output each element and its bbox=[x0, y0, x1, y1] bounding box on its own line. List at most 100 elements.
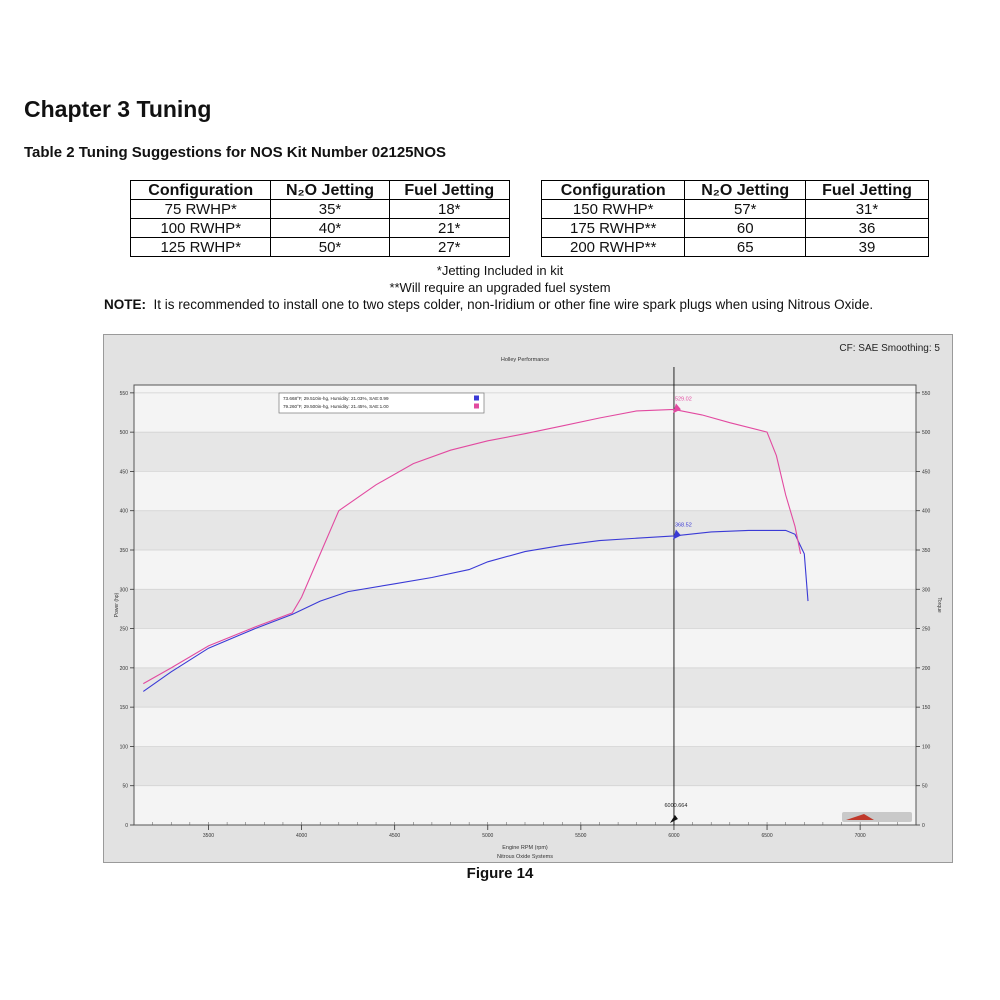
series-marker-label-1: 368.52 bbox=[675, 522, 692, 528]
dyno-chart-svg: 0 0 50 50 100 100 150 150 200 200 250 250 300 300 350 3… bbox=[114, 343, 942, 860]
table-header-row: Configuration N₂O Jetting Fuel Jetting bbox=[540, 180, 930, 200]
cell-configuration: 175 RWHP** bbox=[540, 218, 686, 238]
x-tick-label: 7000 bbox=[855, 833, 866, 839]
cell-fuel-jetting: 27* bbox=[388, 237, 511, 257]
cell-n2o-jetting: 60 bbox=[684, 218, 806, 238]
logo-badge bbox=[842, 812, 912, 822]
y-tick-label: 0 bbox=[125, 823, 128, 829]
legend-swatch-2 bbox=[474, 403, 479, 409]
cell-fuel-jetting: 36 bbox=[804, 218, 930, 238]
y-tick-label-right: 500 bbox=[922, 430, 931, 436]
note-text: It is recommended to install one to two … bbox=[153, 297, 874, 312]
cell-n2o-jetting: 35* bbox=[270, 199, 390, 219]
y-tick-label: 350 bbox=[120, 548, 129, 554]
y-tick-label-right: 400 bbox=[922, 509, 931, 515]
dyno-chart: 0 0 50 50 100 100 150 150 200 200 250 250 300 300 350 3… bbox=[103, 334, 953, 863]
series-marker-label-2: 529.02 bbox=[675, 396, 692, 402]
y-tick-label-right: 450 bbox=[922, 469, 931, 475]
series-marker-2 bbox=[672, 403, 681, 414]
grid-band bbox=[134, 432, 916, 472]
header-configuration: Configuration bbox=[129, 180, 272, 200]
x-tick-label: 5000 bbox=[482, 833, 493, 839]
y-tick-label-right: 50 bbox=[922, 784, 928, 790]
y-tick-label: 150 bbox=[120, 705, 129, 711]
table-row: 150 RWHP* 57* 31* bbox=[540, 199, 930, 219]
grid-band bbox=[134, 746, 916, 786]
chart-corner-text: CF: SAE Smoothing: 5 bbox=[839, 343, 940, 354]
legend-swatch-1 bbox=[474, 395, 479, 401]
y-axis-label: Power (hp) bbox=[114, 592, 120, 617]
y-tick-label: 300 bbox=[120, 587, 129, 593]
y-tick-label-right: 100 bbox=[922, 744, 931, 750]
footnote-fuel-system: **Will require an upgraded fuel system bbox=[389, 280, 611, 295]
x-tick-label: 4000 bbox=[296, 833, 307, 839]
cell-configuration: 125 RWHP* bbox=[129, 237, 272, 257]
note-label: NOTE: bbox=[104, 297, 146, 312]
y-tick-label: 250 bbox=[120, 627, 129, 633]
y-tick-label: 500 bbox=[120, 430, 129, 436]
chart-title: Holley Performance bbox=[501, 357, 549, 363]
x-tick-label: 4500 bbox=[389, 833, 400, 839]
y-tick-label-right: 300 bbox=[922, 587, 931, 593]
chart-subtitle: Nitrous Oxide Systems bbox=[497, 854, 553, 860]
header-configuration: Configuration bbox=[540, 180, 686, 200]
x-tick-label: 5500 bbox=[575, 833, 586, 839]
series-line-1 bbox=[142, 529, 809, 692]
header-n2o-jetting: N₂O Jetting bbox=[684, 180, 806, 200]
figure-caption: Figure 14 bbox=[466, 865, 534, 882]
table-row: 200 RWHP** 65 39 bbox=[540, 237, 930, 257]
table-row: 125 RWHP* 50* 27* bbox=[129, 237, 511, 257]
x-tick-label: 3500 bbox=[203, 833, 214, 839]
x-tick-label: 6500 bbox=[761, 833, 772, 839]
y-tick-label-right: 350 bbox=[922, 548, 931, 554]
tuning-table-right: Configuration N₂O Jetting Fuel Jetting 1… bbox=[540, 180, 930, 257]
cell-fuel-jetting: 39 bbox=[804, 237, 930, 257]
y-tick-label-right: 150 bbox=[922, 705, 931, 711]
grid-band bbox=[134, 667, 916, 708]
cell-fuel-jetting: 18* bbox=[388, 199, 511, 219]
header-fuel-jetting: Fuel Jetting bbox=[804, 180, 930, 200]
logo-flame-icon bbox=[846, 814, 874, 820]
y-tick-label: 450 bbox=[120, 469, 129, 475]
note: NOTE: It is recommended to install one t… bbox=[104, 297, 873, 312]
series-marker-1 bbox=[672, 529, 681, 540]
cell-n2o-jetting: 50* bbox=[270, 237, 390, 257]
y-axis-label-right: Torque bbox=[936, 597, 942, 613]
cursor-label: 6000.664 bbox=[664, 803, 687, 809]
legend-entry-1: 73.668°F, 29.510in-hg, Humidity: 21.03%,… bbox=[283, 396, 389, 401]
header-n2o-jetting: N₂O Jetting bbox=[270, 180, 390, 200]
cell-fuel-jetting: 31* bbox=[804, 199, 930, 219]
x-axis-label: Engine RPM (rpm) bbox=[502, 845, 548, 851]
y-tick-label-right: 550 bbox=[922, 391, 931, 397]
y-tick-label: 100 bbox=[120, 744, 129, 750]
header-fuel-jetting: Fuel Jetting bbox=[388, 180, 511, 200]
table-row: 75 RWHP* 35* 18* bbox=[129, 199, 511, 219]
y-tick-label-right: 0 bbox=[922, 823, 925, 829]
cell-configuration: 100 RWHP* bbox=[129, 218, 272, 238]
footnote-jetting: *Jetting Included in kit bbox=[436, 263, 564, 278]
y-tick-label-right: 200 bbox=[922, 666, 931, 672]
cell-n2o-jetting: 65 bbox=[684, 237, 806, 257]
cursor-marker bbox=[669, 815, 678, 823]
cell-configuration: 200 RWHP** bbox=[540, 237, 686, 257]
legend-entry-2: 79.260°F, 29.500in-hg, Humidity: 21.45%,… bbox=[283, 404, 389, 409]
x-tick-label: 6000 bbox=[668, 833, 679, 839]
cell-configuration: 150 RWHP* bbox=[540, 199, 686, 219]
cell-configuration: 75 RWHP* bbox=[129, 199, 272, 219]
y-tick-label: 200 bbox=[120, 666, 129, 672]
legend-box bbox=[278, 392, 485, 414]
grid-band bbox=[134, 589, 916, 629]
cell-fuel-jetting: 21* bbox=[388, 218, 511, 238]
y-tick-label: 550 bbox=[120, 391, 129, 397]
table-row: 175 RWHP** 60 36 bbox=[540, 218, 930, 238]
table-title: Table 2 Tuning Suggestions for NOS Kit N… bbox=[24, 144, 447, 161]
series-line-2 bbox=[143, 408, 802, 685]
chapter-title: Chapter 3 Tuning bbox=[24, 96, 212, 122]
tuning-table-left: Configuration N₂O Jetting Fuel Jetting 7… bbox=[129, 180, 511, 257]
cell-n2o-jetting: 57* bbox=[684, 199, 806, 219]
y-tick-label: 400 bbox=[120, 509, 129, 515]
y-tick-label-right: 250 bbox=[922, 627, 931, 633]
y-tick-label: 50 bbox=[122, 784, 128, 790]
cell-n2o-jetting: 40* bbox=[270, 218, 390, 238]
table-row: 100 RWHP* 40* 21* bbox=[129, 218, 511, 238]
